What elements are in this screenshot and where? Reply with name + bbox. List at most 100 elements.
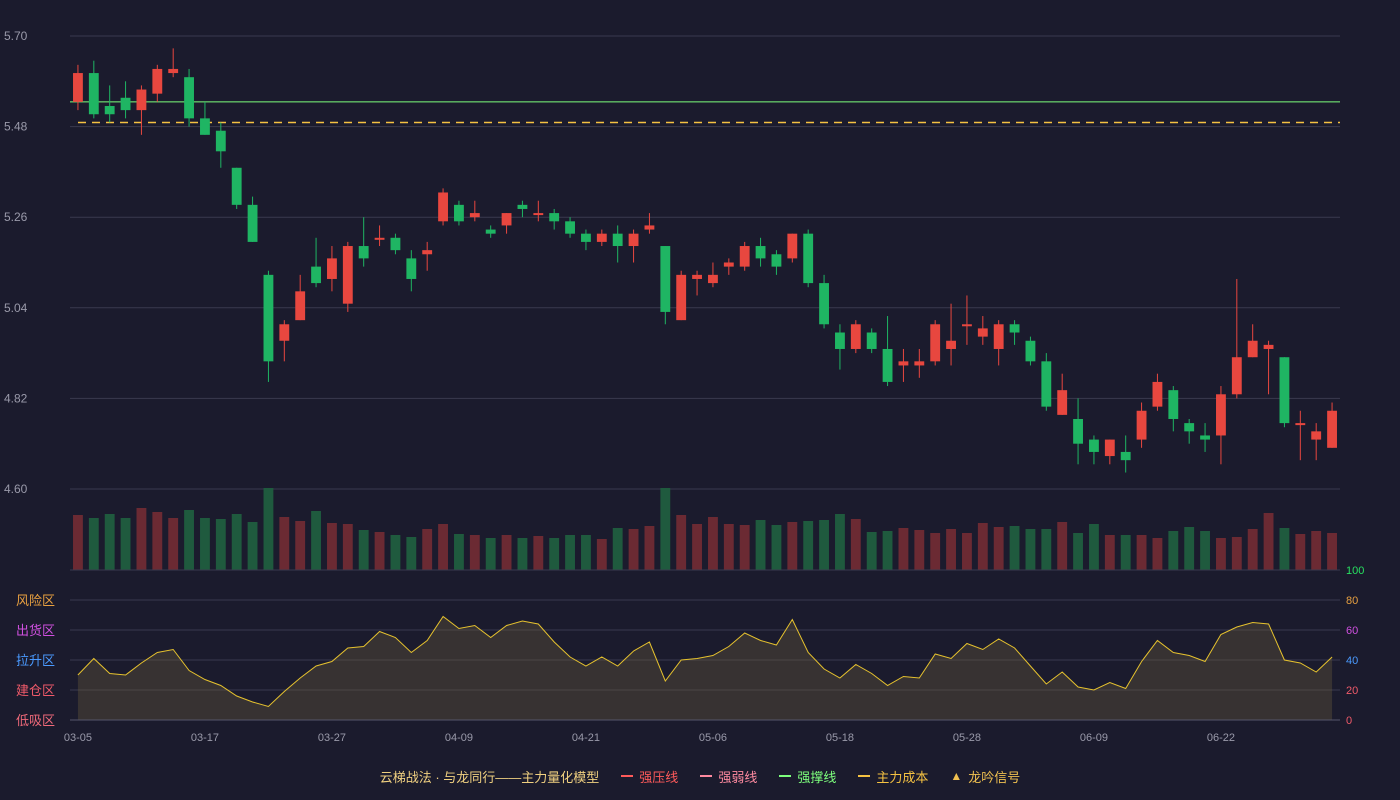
volume-bar xyxy=(517,538,528,570)
volume-bar xyxy=(596,539,607,570)
candle-body xyxy=(1120,451,1131,461)
candle-body xyxy=(596,233,607,242)
volume-bar xyxy=(247,522,258,570)
triangle-icon: ▲ xyxy=(950,769,963,783)
legend-dragon-signal[interactable]: ▲ 龙吟信号 xyxy=(950,767,1020,786)
legend-strong-pressure[interactable]: 强压线 xyxy=(621,767,678,786)
candle-body xyxy=(1136,410,1147,440)
volume-bar xyxy=(469,535,480,570)
volume-bar xyxy=(549,538,560,570)
candle-body xyxy=(739,246,750,267)
volume-bar xyxy=(882,531,893,570)
x-tick-label: 03-05 xyxy=(64,732,92,744)
indicator-series xyxy=(70,615,1340,721)
volume-bar xyxy=(104,514,115,570)
volume-bar xyxy=(1247,529,1258,570)
candle-body xyxy=(454,204,464,222)
volume-bar xyxy=(1200,531,1210,570)
candle-body xyxy=(835,332,845,349)
volume-bar xyxy=(993,527,1004,570)
candle-body xyxy=(1231,357,1242,395)
volume-bar xyxy=(565,535,575,570)
indicator-tick-label: 60 xyxy=(1346,625,1358,637)
x-tick-label: 05-28 xyxy=(953,732,981,744)
candle-body xyxy=(549,213,560,222)
volume-bar xyxy=(311,511,321,570)
volume-bar xyxy=(692,524,702,570)
volume-bar xyxy=(358,530,369,570)
candle-body xyxy=(1089,439,1099,452)
legend-strong-weak-label: 强弱线 xyxy=(718,769,758,785)
candle-body xyxy=(438,192,448,222)
candle-body xyxy=(1057,390,1068,415)
legend-strong-support[interactable]: 强撑线 xyxy=(779,767,836,786)
candle-body xyxy=(993,324,1004,349)
candle-body xyxy=(866,332,877,349)
volume-bar xyxy=(1073,533,1083,570)
candle-body xyxy=(1311,431,1322,440)
candle-body xyxy=(1041,361,1052,407)
volume-bar xyxy=(612,528,623,570)
volume-bar xyxy=(1311,531,1322,570)
volume-bar xyxy=(152,512,163,570)
volume-bar xyxy=(819,520,829,570)
candle-body xyxy=(1025,340,1036,362)
candle-body xyxy=(771,254,782,267)
candle-body xyxy=(1104,439,1115,457)
candle-body xyxy=(390,237,401,251)
volume-bar xyxy=(533,536,544,570)
legend-main-cost[interactable]: 主力成本 xyxy=(858,767,928,786)
indicator-tick-label: 80 xyxy=(1346,595,1358,607)
volume-bar xyxy=(1327,533,1337,570)
candle-body xyxy=(374,237,385,240)
volume-bar xyxy=(485,538,496,570)
zone-label: 低吸区 xyxy=(16,714,55,729)
legend-strong-weak[interactable]: 强弱线 xyxy=(700,767,757,786)
candle-body xyxy=(152,68,163,94)
zone-label: 拉升区 xyxy=(16,654,55,669)
candle-body xyxy=(88,73,99,115)
volume-bar xyxy=(374,532,385,570)
volume-bar xyxy=(422,529,433,570)
price-tick-label: 5.26 xyxy=(4,210,28,224)
volume-bar xyxy=(914,530,925,570)
volume-bar xyxy=(946,529,956,570)
candle-body xyxy=(977,328,988,337)
candle-body xyxy=(898,361,909,366)
candle-body xyxy=(962,324,972,327)
legend-model-title: 云梯战法 · 与龙同行——主力量化模型 xyxy=(380,767,600,786)
volume-bar xyxy=(1295,534,1306,570)
x-tick-label: 04-21 xyxy=(572,732,600,744)
volume-bar xyxy=(263,488,274,570)
volume-bars xyxy=(70,488,1340,571)
volume-bar xyxy=(977,523,988,570)
volume-bar xyxy=(1279,528,1290,570)
volume-bar xyxy=(1089,524,1099,570)
volume-bar xyxy=(1057,522,1068,570)
candle-body xyxy=(517,204,528,209)
candle-body xyxy=(279,324,290,341)
volume-bar xyxy=(279,517,290,570)
candle-body xyxy=(660,246,671,312)
candle-body xyxy=(406,258,417,279)
volume-bar xyxy=(628,529,639,570)
zone-label: 出货区 xyxy=(16,623,55,639)
indicator-tick-label: 20 xyxy=(1346,685,1358,697)
candle-body xyxy=(1279,357,1290,424)
volume-bar xyxy=(930,533,941,570)
strong-pressure-swatch xyxy=(621,775,634,777)
candle-body xyxy=(1216,394,1226,436)
volume-bar xyxy=(660,488,671,570)
candle-body xyxy=(120,97,131,111)
volume-bar xyxy=(708,517,718,570)
volume-bar xyxy=(1263,513,1274,570)
price-tick-label: 5.04 xyxy=(4,301,28,315)
reference-lines xyxy=(70,101,1340,124)
candle-body xyxy=(73,73,83,102)
volume-bar xyxy=(390,535,401,570)
volume-bar xyxy=(835,514,845,570)
candle-body xyxy=(1073,418,1083,444)
candle-body xyxy=(644,225,655,230)
volume-bar xyxy=(1025,529,1036,570)
